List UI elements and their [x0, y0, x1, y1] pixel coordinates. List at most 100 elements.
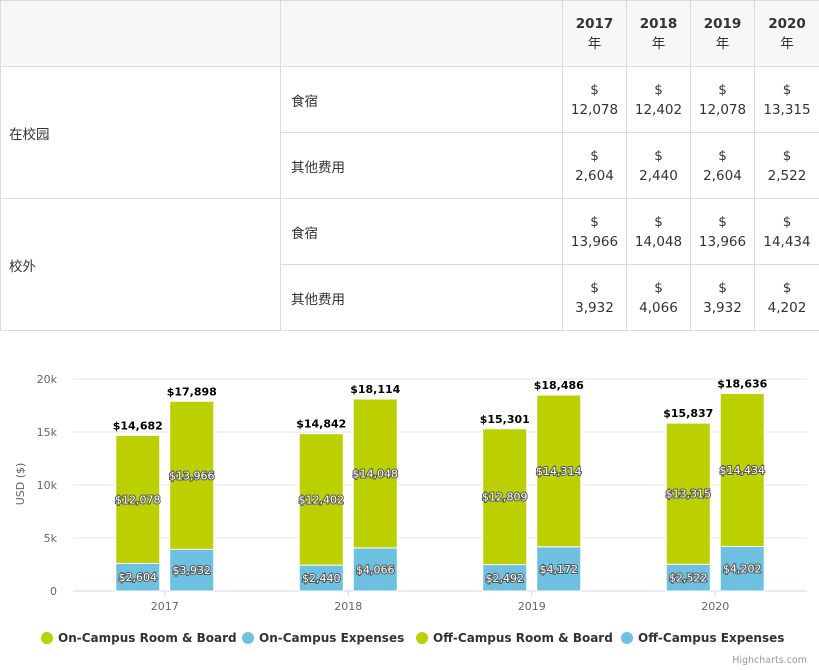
table-row: 其他费用 $3,932 $4,066 $3,932 $4,202 — [1, 264, 819, 331]
value-cell: $4,066 — [626, 264, 691, 331]
year-label: 2017 — [575, 15, 614, 32]
data-label: $4,172 — [540, 563, 579, 576]
legend: On-Campus Room & Board On-Campus Expenses… — [41, 631, 784, 645]
stack-total-label: $15,301 — [480, 413, 530, 426]
value-cell: $3,932 — [562, 264, 627, 331]
year-label: 2019 — [703, 15, 742, 32]
y-tick-label: 0 — [50, 585, 57, 598]
currency: $ — [718, 213, 727, 230]
currency: $ — [718, 81, 727, 98]
value-cell: $12,402 — [626, 66, 691, 133]
currency: $ — [782, 279, 792, 296]
amount: 12,078 — [698, 101, 747, 118]
data-label: $4,066 — [356, 563, 395, 576]
amount: 2,522 — [767, 167, 807, 184]
amount: 2,440 — [639, 167, 678, 184]
currency: $ — [654, 213, 663, 230]
year-label: 2018 — [639, 15, 678, 32]
year-header-2020: 2020 年 — [754, 0, 819, 67]
data-label: $14,434 — [720, 464, 766, 477]
legend-item-label: On-Campus Room & Board — [58, 631, 237, 645]
amount: 13,966 — [570, 233, 619, 250]
amount: 2,604 — [575, 167, 614, 184]
data-label: $3,932 — [173, 564, 212, 577]
bar-off-campus-room-board — [536, 394, 582, 548]
currency: $ — [590, 81, 599, 98]
year-suffix: 年 — [651, 35, 666, 52]
bar-off-campus-expenses — [352, 547, 398, 592]
legend-item-label: On-Campus Expenses — [259, 631, 404, 645]
y-tick-label: 20k — [37, 373, 58, 386]
group-off-campus: 校外 — [0, 198, 281, 331]
value-cell: $2,604 — [690, 132, 755, 199]
year-header-2018: 2018 年 — [626, 0, 691, 67]
year-suffix: 年 — [587, 35, 602, 52]
legend-item-label: Off-Campus Expenses — [638, 631, 784, 645]
stack-total-label: $18,636 — [717, 377, 767, 390]
data-label: $4,202 — [723, 563, 762, 576]
bar-on-campus-room-board — [482, 428, 528, 566]
amount: 2,604 — [703, 167, 742, 184]
y-axis: 0 5k 10k 15k 20k — [37, 373, 58, 598]
value-cell: $14,434 — [754, 198, 819, 265]
amount: 14,434 — [763, 233, 811, 250]
row-label-other-expenses: 其他费用 — [280, 264, 563, 331]
row-label-room-board: 食宿 — [280, 198, 563, 265]
y-tick-label: 5k — [44, 532, 58, 545]
stack-total-label: $14,842 — [296, 418, 346, 431]
data-label: $12,402 — [299, 493, 345, 506]
amount: 4,066 — [639, 299, 678, 316]
cost-chart: 0 5k 10k 15k 20k USD ($) $2,604 $12,078 $14,68… — [14, 373, 807, 666]
amount: 3,932 — [575, 299, 614, 316]
y-tick-label: 10k — [37, 479, 58, 492]
value-cell: $12,078 — [562, 66, 627, 133]
bar-off-campus-expenses — [536, 546, 582, 592]
year-label: 2020 — [768, 15, 806, 32]
currency: $ — [590, 213, 599, 230]
currency: $ — [718, 279, 727, 296]
bar-off-campus-expenses — [169, 548, 215, 592]
currency: $ — [782, 81, 792, 98]
currency: $ — [782, 147, 792, 164]
amount: 13,966 — [698, 233, 747, 250]
year-suffix: 年 — [715, 35, 730, 52]
value-cell: $2,522 — [754, 132, 819, 199]
stack-total-label: $15,837 — [663, 407, 713, 420]
group-on-campus: 在校园 — [0, 66, 281, 199]
data-label: $2,604 — [119, 571, 158, 584]
amount: 4,202 — [767, 299, 807, 316]
legend-swatch — [242, 632, 254, 644]
value-cell: $2,604 — [562, 132, 627, 199]
data-label: $12,078 — [115, 493, 161, 506]
value-cell: $14,048 — [626, 198, 691, 265]
x-tick-label: 2017 — [151, 600, 179, 613]
amount: 12,402 — [634, 101, 683, 118]
bar-off-campus-room-board — [352, 398, 398, 549]
currency: $ — [654, 279, 663, 296]
x-tick-label: 2018 — [334, 600, 362, 613]
legend-swatch — [416, 632, 428, 644]
x-tick-label: 2020 — [701, 600, 729, 613]
currency: $ — [654, 81, 663, 98]
bar-on-campus-expenses — [115, 562, 161, 592]
data-label: $14,048 — [353, 467, 399, 480]
bar-off-campus-room-board — [169, 400, 215, 550]
year-header-2017: 2017 年 — [562, 0, 627, 67]
x-axis: 2017 2018 2019 2020 — [151, 591, 729, 613]
stack-total-label: $18,486 — [534, 379, 584, 392]
data-label: $13,966 — [169, 469, 215, 482]
stack-total-label: $14,682 — [113, 419, 163, 432]
value-cell: $12,078 — [690, 66, 755, 133]
year-header-2019: 2019 年 — [690, 0, 755, 67]
stack-total-label: $17,898 — [167, 385, 217, 398]
stack-total-label: $18,114 — [350, 383, 400, 396]
y-axis-title: USD ($) — [14, 463, 27, 506]
currency: $ — [590, 279, 599, 296]
data-label: $2,440 — [302, 572, 341, 585]
year-suffix: 年 — [780, 35, 794, 52]
row-label-room-board: 食宿 — [280, 66, 563, 133]
credits-link[interactable]: Highcharts.com — [732, 655, 807, 666]
value-cell: $2,440 — [626, 132, 691, 199]
table-header-row: 2017 年 2018 年 2019 年 2020 年 — [0, 0, 819, 67]
value-cell: $3,932 — [690, 264, 755, 331]
